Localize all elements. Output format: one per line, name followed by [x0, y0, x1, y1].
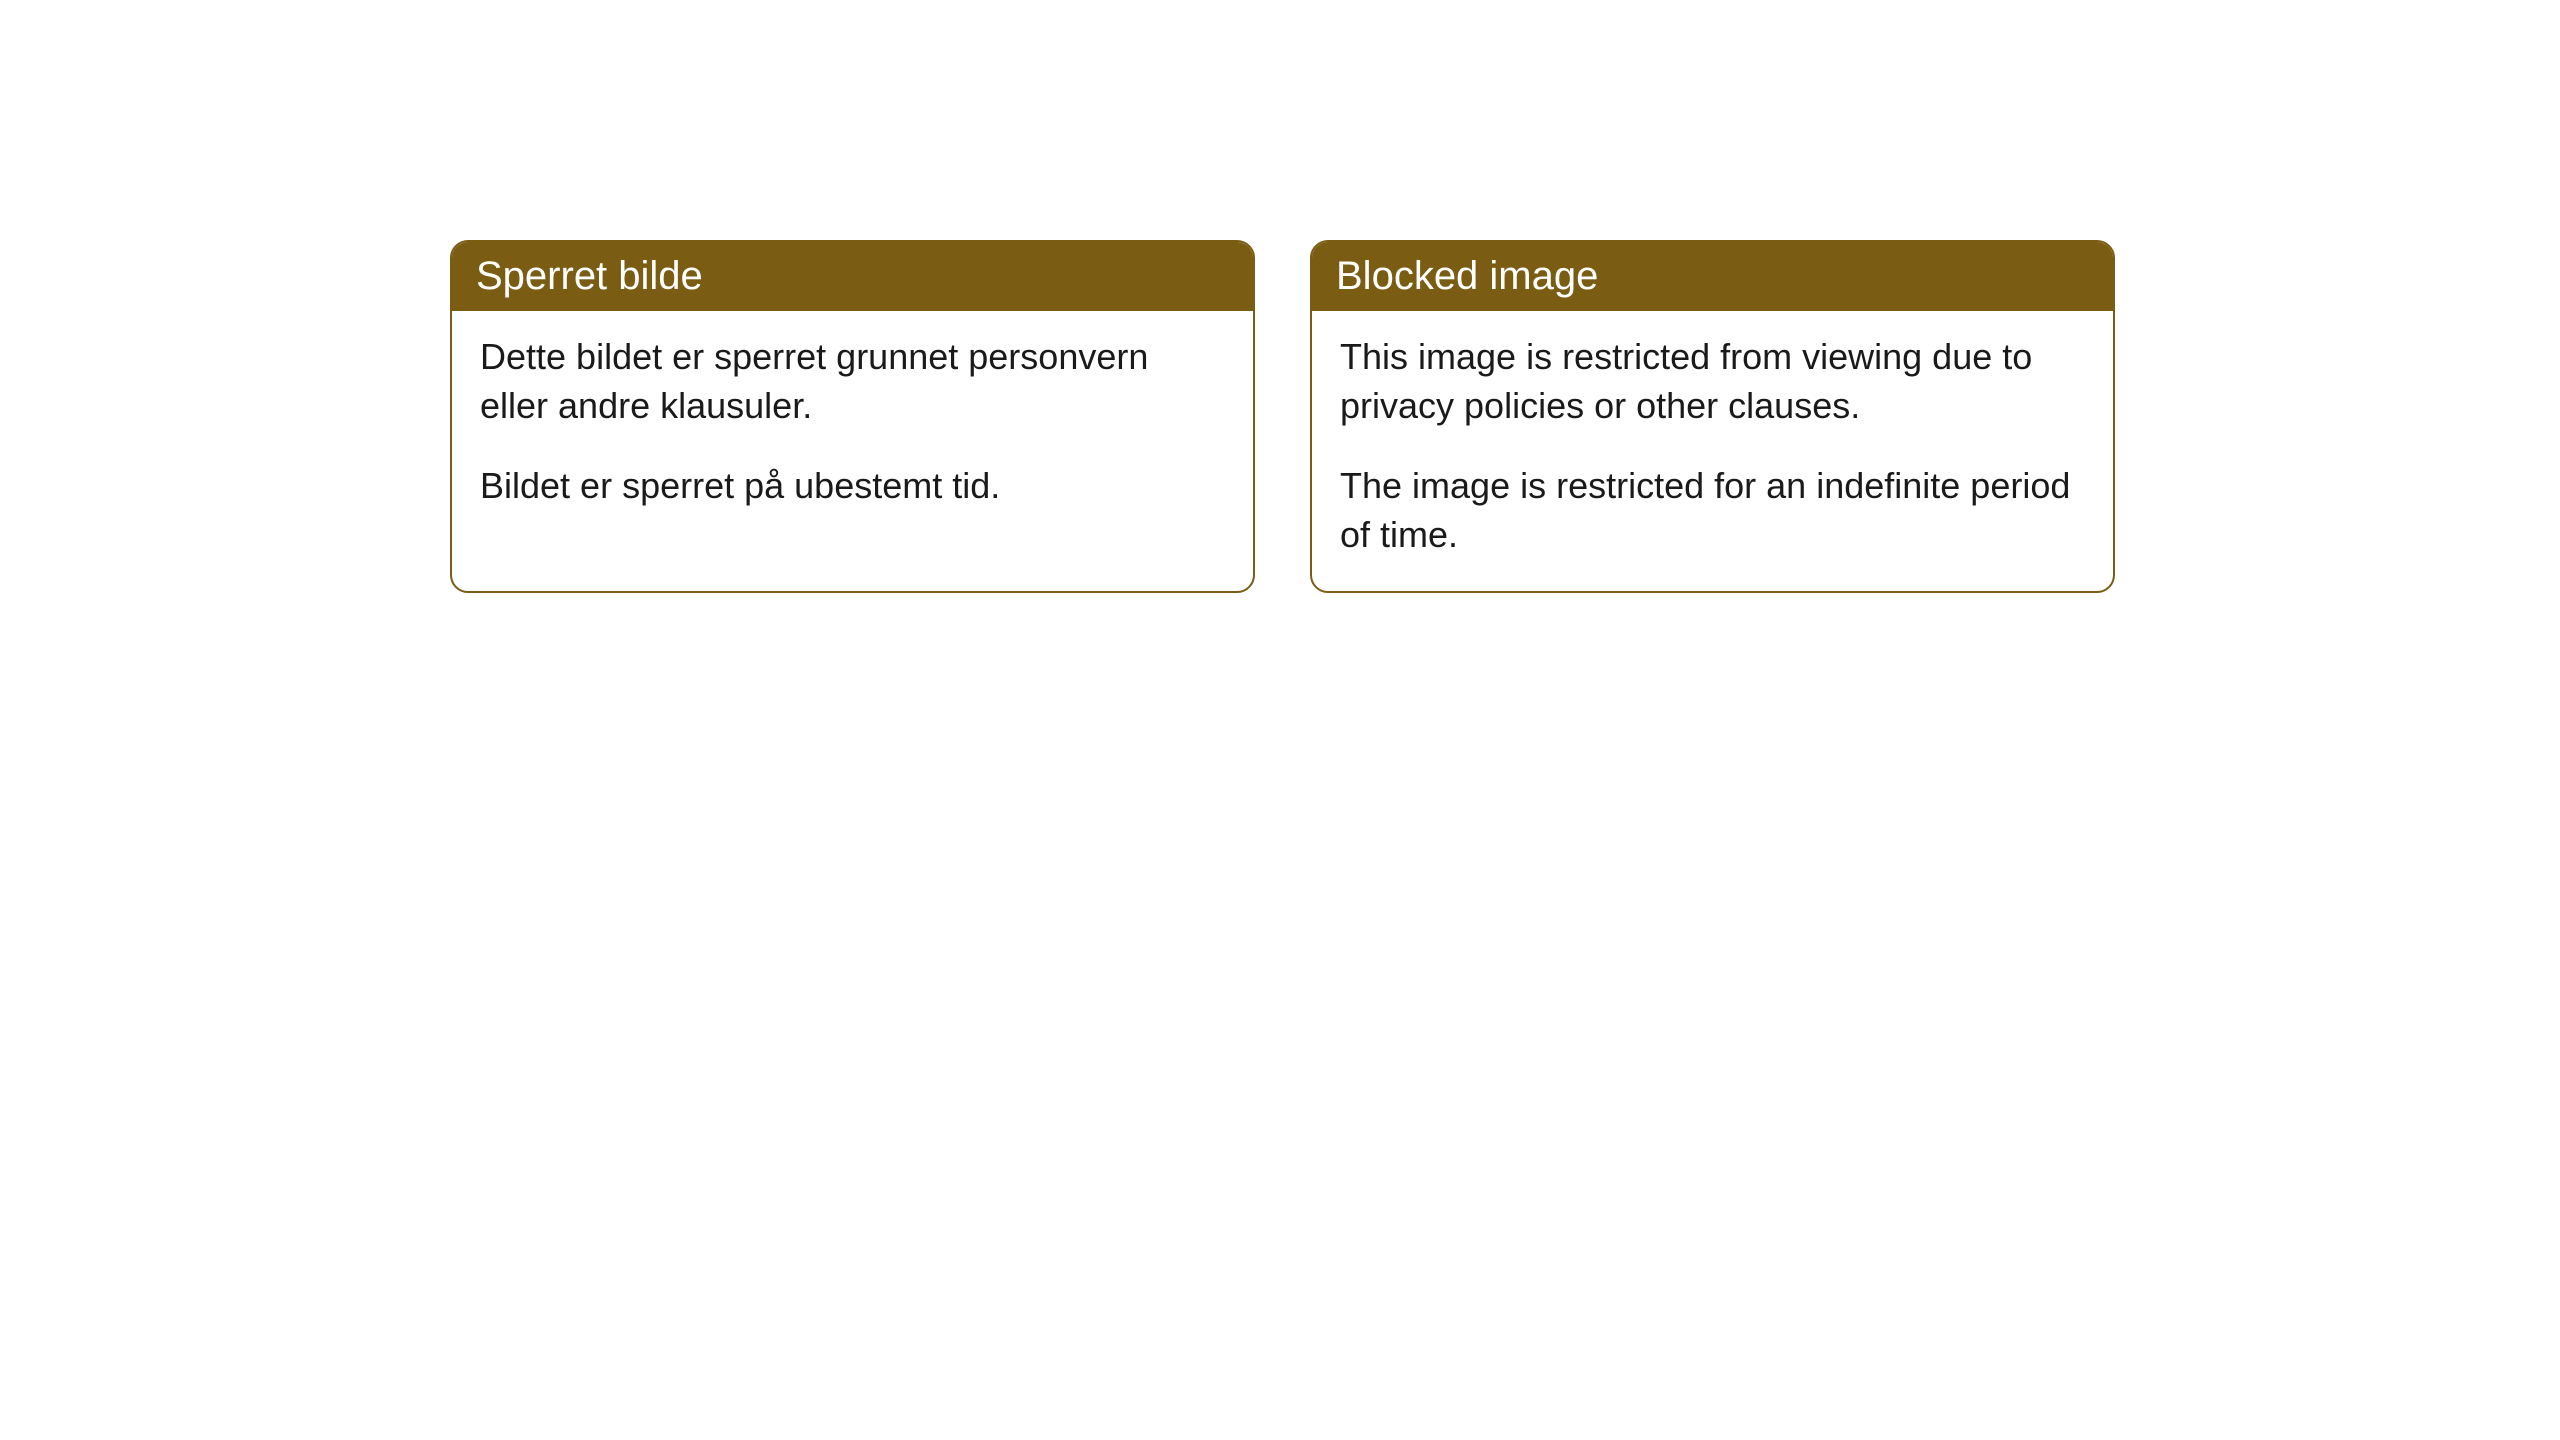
- card-body: This image is restricted from viewing du…: [1312, 311, 2113, 591]
- notice-card-norwegian: Sperret bilde Dette bildet er sperret gr…: [450, 240, 1255, 593]
- card-paragraph: The image is restricted for an indefinit…: [1340, 462, 2085, 559]
- card-title: Blocked image: [1336, 254, 1598, 298]
- card-title: Sperret bilde: [476, 254, 703, 298]
- notice-card-english: Blocked image This image is restricted f…: [1310, 240, 2115, 593]
- card-header: Sperret bilde: [452, 242, 1253, 311]
- notice-cards-container: Sperret bilde Dette bildet er sperret gr…: [450, 240, 2560, 593]
- card-paragraph: Dette bildet er sperret grunnet personve…: [480, 333, 1225, 430]
- card-paragraph: Bildet er sperret på ubestemt tid.: [480, 462, 1225, 511]
- card-paragraph: This image is restricted from viewing du…: [1340, 333, 2085, 430]
- card-header: Blocked image: [1312, 242, 2113, 311]
- card-body: Dette bildet er sperret grunnet personve…: [452, 311, 1253, 543]
